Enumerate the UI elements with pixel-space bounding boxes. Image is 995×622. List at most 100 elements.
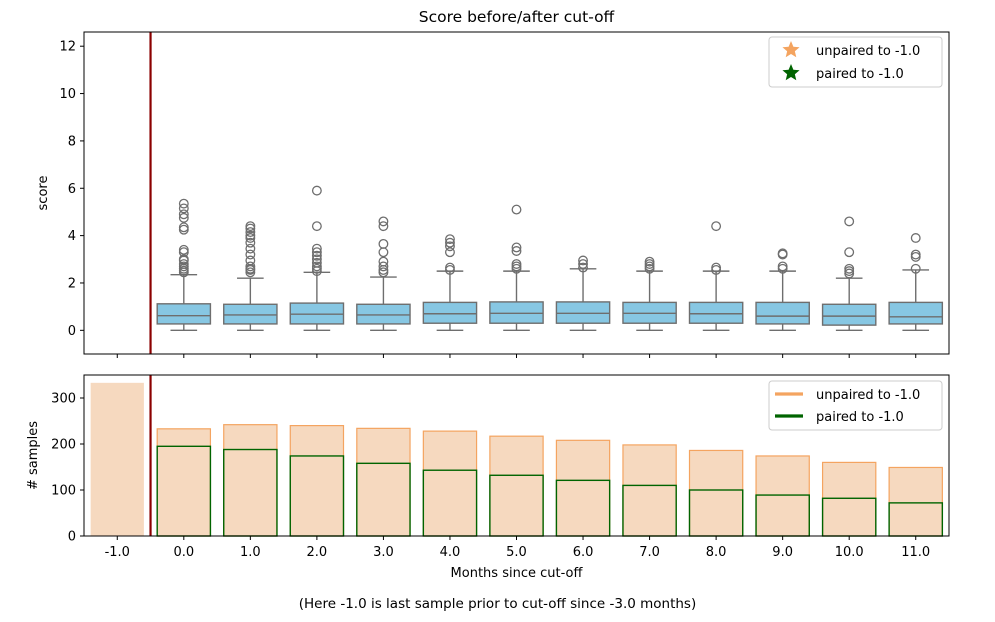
x-tick-label: 3.0 [373, 545, 394, 560]
top-y-tick-label: 2 [68, 276, 76, 291]
outlier-point [178, 222, 189, 233]
iqr-box [223, 303, 278, 325]
outlier-point [511, 242, 522, 253]
x-tick-label: 0.0 [173, 545, 194, 560]
top-legend-label: paired to -1.0 [816, 67, 904, 82]
top-y-tick-label: 8 [68, 134, 76, 149]
bottom-legend-label: paired to -1.0 [816, 410, 904, 425]
unpaired-bar [755, 455, 810, 537]
outlier-point [178, 203, 189, 214]
box-1.0 [223, 221, 278, 332]
outlier-point [178, 259, 189, 269]
sample-count-bar-panel: # samples 0 100 200 300 -1.0 0.0 1.0 2.0 3.0 4.0 5.… [26, 374, 950, 581]
iqr-box [356, 303, 411, 325]
bottom-legend-label: unpaired to -1.0 [816, 388, 920, 403]
iqr-box [821, 303, 877, 326]
outlier-point [578, 259, 588, 269]
iqr-box [289, 302, 345, 325]
x-tick-label: 7.0 [639, 545, 660, 560]
x-tick-label: 2.0 [307, 545, 328, 560]
box-9.0 [755, 248, 810, 332]
outlier-point [311, 185, 322, 196]
unpaired-bar [821, 461, 877, 537]
box-7.0 [622, 256, 677, 332]
iqr-box [555, 301, 611, 324]
bottom-y-axis-label: # samples [26, 421, 41, 490]
outlier-point [178, 198, 189, 209]
iqr-box [156, 303, 212, 325]
unpaired-bar [422, 430, 478, 537]
outlier-point [378, 261, 389, 272]
x-tick-label: -1.0 [105, 545, 130, 560]
outlier-point [245, 237, 256, 248]
bottom-axes-frame [83, 374, 950, 537]
outlier-point [445, 262, 455, 273]
legend-star-icon [782, 64, 800, 81]
legend-star-icon [782, 41, 800, 58]
outlier-point [245, 249, 256, 260]
unpaired-bar [156, 428, 212, 537]
x-tick-label: 11.0 [901, 545, 930, 560]
unpaired-bar [688, 449, 744, 537]
unpaired-bar [223, 424, 278, 537]
outlier-point [578, 262, 588, 273]
outlier-point [378, 247, 389, 258]
outlier-point [378, 256, 389, 267]
x-tick-label: 4.0 [440, 545, 461, 560]
outlier-point [910, 249, 921, 260]
outlier-point [511, 204, 522, 215]
outlier-point [644, 256, 655, 267]
outlier-point [910, 263, 921, 274]
outlier-point [511, 259, 522, 269]
outlier-point [311, 243, 322, 254]
footnote: (Here -1.0 is last sample prior to cut-o… [298, 596, 697, 612]
top-y-tick-label: 0 [68, 324, 76, 339]
top-legend-frame [768, 36, 943, 88]
outlier-point [777, 261, 788, 272]
outlier-point [245, 230, 256, 241]
top-y-tick-label: 6 [68, 182, 76, 197]
bottom-y-tick-label: 0 [68, 530, 76, 545]
top-axes-frame [83, 31, 950, 355]
outlier-point [378, 238, 389, 249]
top-y-tick-label: 12 [59, 40, 76, 55]
outlier-point [578, 255, 588, 266]
outlier-point [445, 241, 455, 252]
outlier-point [245, 255, 256, 266]
unpaired-bar [555, 439, 611, 537]
unpaired-bar [356, 427, 411, 537]
outlier-point [844, 263, 855, 274]
unpaired-bar [289, 425, 345, 537]
outlier-point [445, 237, 455, 248]
iqr-box [888, 301, 944, 325]
outlier-point [178, 254, 189, 265]
top-y-axis-label: score [36, 176, 51, 211]
outlier-point [245, 261, 256, 272]
box-2.0 [289, 185, 345, 332]
x-tick-label: 9.0 [772, 545, 793, 560]
box-0.0 [156, 198, 212, 332]
top-y-tick-label: 10 [59, 87, 76, 102]
box-8.0 [688, 221, 744, 332]
iqr-box [688, 301, 744, 324]
iqr-box [489, 301, 544, 324]
outlier-point [311, 261, 322, 272]
outlier-point [178, 244, 189, 255]
unpaired-bar [489, 435, 544, 537]
outlier-point [777, 248, 788, 259]
box-5.0 [489, 204, 544, 332]
outlier-point [844, 216, 855, 227]
outlier-point [311, 257, 322, 268]
outlier-point [245, 227, 256, 238]
outlier-point [711, 262, 722, 273]
box-4.0 [422, 234, 478, 332]
outlier-point [378, 216, 389, 227]
iqr-box [755, 301, 810, 325]
x-tick-label: 1.0 [240, 545, 261, 560]
outlier-point [910, 233, 921, 243]
top-y-tick-label: 4 [68, 229, 76, 244]
bottom-legend: unpaired to -1.0 paired to -1.0 [768, 380, 943, 431]
box-3.0 [356, 216, 411, 332]
iqr-box [422, 301, 478, 324]
